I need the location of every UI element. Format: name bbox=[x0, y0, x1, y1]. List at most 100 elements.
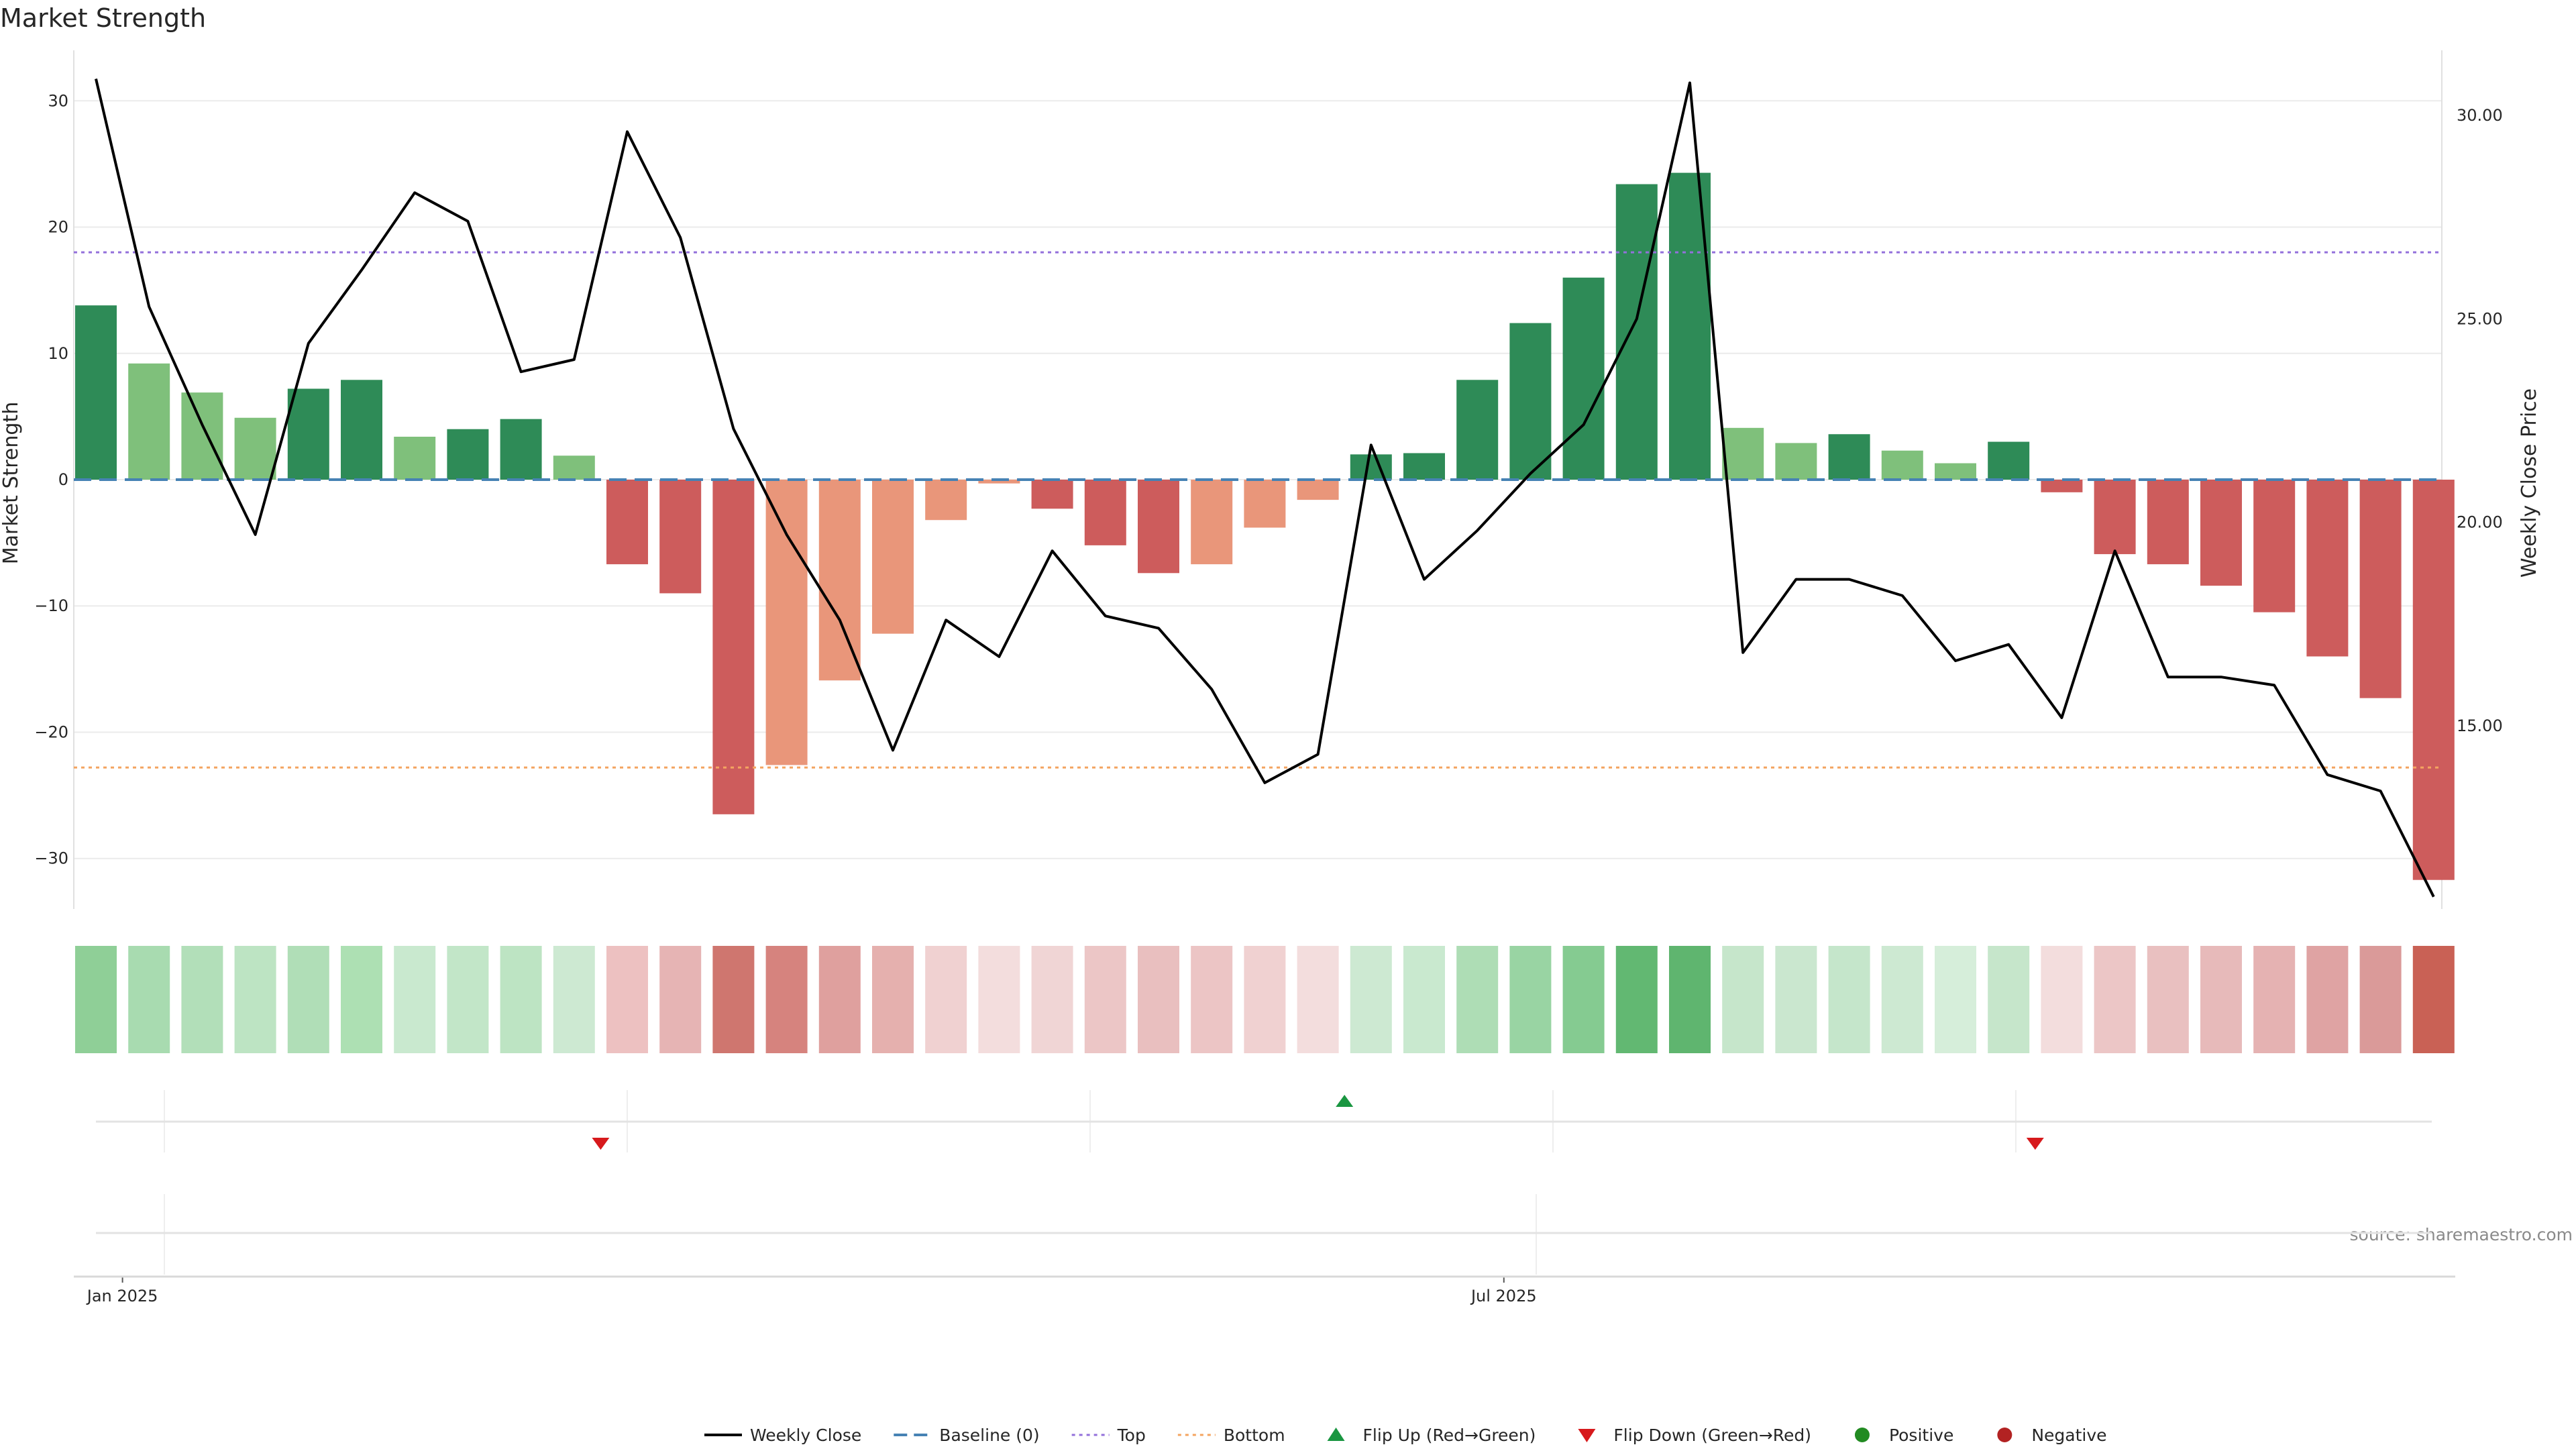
heat-cell-15 bbox=[872, 946, 914, 1053]
strength-bar-32 bbox=[1775, 443, 1817, 480]
strength-bar-30 bbox=[1669, 172, 1711, 480]
heat-cell-7 bbox=[447, 946, 489, 1053]
x-tick-label-0: Jan 2025 bbox=[86, 1287, 158, 1305]
strength-bar-2 bbox=[181, 392, 223, 480]
flip-down-marker-2 bbox=[2026, 1138, 2044, 1150]
strength-bar-3 bbox=[234, 417, 276, 480]
chart-title: Market Strength bbox=[0, 3, 206, 33]
strength-bar-5 bbox=[341, 380, 382, 480]
heat-cell-17 bbox=[978, 946, 1020, 1053]
x-tick-label-1: Jul 2025 bbox=[1470, 1287, 1537, 1305]
heat-cell-14 bbox=[818, 946, 861, 1053]
strength-bar-9 bbox=[553, 455, 595, 480]
strength-bar-26 bbox=[1456, 380, 1499, 480]
strength-bar-34 bbox=[1881, 450, 1923, 480]
strength-bar-35 bbox=[1935, 463, 1976, 480]
heat-cell-42 bbox=[2306, 946, 2349, 1053]
heat-cell-0 bbox=[75, 946, 117, 1053]
heat-cell-41 bbox=[2253, 946, 2296, 1053]
y2-tick-label-3: 15.00 bbox=[2457, 716, 2503, 735]
heat-cell-9 bbox=[553, 946, 595, 1053]
axis-ticks: 30 20 10 0 −10 −20 −30 30.00 25.00 20.00 15.00 Jan … bbox=[34, 91, 2502, 1305]
strength-bar-43 bbox=[2359, 480, 2402, 698]
heat-cell-1 bbox=[128, 946, 170, 1053]
strength-bar-28 bbox=[1562, 277, 1605, 480]
legend-label-flip-up: Flip Up (Red→Green) bbox=[1363, 1426, 1536, 1445]
strength-bar-27 bbox=[1509, 323, 1552, 480]
heat-cell-38 bbox=[2094, 946, 2136, 1053]
legend-label-close: Weekly Close bbox=[750, 1426, 861, 1445]
strength-bar-41 bbox=[2253, 480, 2296, 612]
strength-bar-16 bbox=[925, 480, 967, 521]
legend-mark-flip-up bbox=[1327, 1428, 1345, 1441]
heat-cell-6 bbox=[394, 946, 436, 1053]
weekly-close-line bbox=[95, 78, 2435, 898]
strength-bar-22 bbox=[1244, 480, 1286, 528]
y-tick-label-2: 10 bbox=[48, 344, 68, 363]
legend-mark-negative bbox=[1997, 1428, 2012, 1442]
strength-bar-10 bbox=[606, 480, 648, 565]
reference-lines bbox=[74, 251, 2442, 769]
y-tick-label-4: −10 bbox=[34, 596, 68, 615]
strength-bar-21 bbox=[1191, 480, 1233, 565]
legend-label-bottom: Bottom bbox=[1224, 1426, 1285, 1445]
strength-bar-12 bbox=[712, 480, 755, 814]
strength-bar-15 bbox=[872, 480, 914, 634]
y-tick-label-1: 20 bbox=[48, 218, 68, 237]
heat-cell-30 bbox=[1669, 946, 1711, 1053]
y2-axis-title: Weekly Close Price bbox=[2518, 388, 2541, 578]
legend-label-baseline: Baseline (0) bbox=[939, 1426, 1039, 1445]
legend-mark-flip-down bbox=[1578, 1429, 1596, 1442]
heat-cell-39 bbox=[2147, 946, 2189, 1053]
heat-cell-10 bbox=[606, 946, 648, 1053]
strength-bar-14 bbox=[818, 480, 861, 681]
legend: Weekly Close Baseline (0) Top Bottom Flip Up… bbox=[704, 1426, 2107, 1445]
strength-bar-19 bbox=[1084, 480, 1126, 545]
strength-bar-23 bbox=[1297, 480, 1339, 500]
heat-cell-36 bbox=[1988, 946, 2030, 1053]
heat-cell-25 bbox=[1403, 946, 1445, 1053]
heat-cell-34 bbox=[1881, 946, 1923, 1053]
strength-bar-44 bbox=[2412, 480, 2455, 880]
heat-cell-3 bbox=[234, 946, 276, 1053]
heat-cell-28 bbox=[1562, 946, 1605, 1053]
strength-bar-6 bbox=[394, 437, 436, 480]
strength-bar-40 bbox=[2200, 480, 2242, 586]
heat-cell-8 bbox=[500, 946, 542, 1053]
strength-bar-38 bbox=[2094, 480, 2136, 555]
legend-label-flip-down: Flip Down (Green→Red) bbox=[1613, 1426, 1811, 1445]
heat-cell-44 bbox=[2412, 946, 2455, 1053]
strength-bar-31 bbox=[1722, 427, 1764, 480]
heat-cell-26 bbox=[1456, 946, 1499, 1053]
legend-label-negative: Negative bbox=[2031, 1426, 2106, 1445]
source-note: source: sharemaestro.com bbox=[2350, 1225, 2573, 1244]
strength-bar-0 bbox=[75, 305, 117, 480]
strength-bar-39 bbox=[2147, 480, 2189, 565]
heat-cell-21 bbox=[1191, 946, 1233, 1053]
heat-cell-27 bbox=[1509, 946, 1552, 1053]
weekly-close-line-layer bbox=[95, 78, 2435, 898]
legend-mark-positive bbox=[1854, 1428, 1870, 1442]
y-tick-label-6: −30 bbox=[34, 849, 68, 868]
heat-cell-24 bbox=[1350, 946, 1392, 1053]
strength-bar-25 bbox=[1403, 453, 1445, 480]
strength-bar-4 bbox=[287, 388, 329, 480]
heat-cell-22 bbox=[1244, 946, 1286, 1053]
heat-cell-20 bbox=[1138, 946, 1179, 1053]
heat-cell-12 bbox=[712, 946, 755, 1053]
legend-label-positive: Positive bbox=[1889, 1426, 1953, 1445]
strength-bar-36 bbox=[1988, 441, 2030, 480]
strength-bar-24 bbox=[1350, 454, 1392, 480]
heat-cell-4 bbox=[287, 946, 329, 1053]
heat-cell-13 bbox=[765, 946, 808, 1053]
strength-bar-29 bbox=[1615, 184, 1658, 480]
legend-label-top: Top bbox=[1117, 1426, 1146, 1445]
strength-bar-20 bbox=[1138, 480, 1179, 574]
y-axis-title: Market Strength bbox=[0, 402, 23, 564]
y2-tick-label-2: 20.00 bbox=[2457, 513, 2503, 532]
heat-cell-23 bbox=[1297, 946, 1339, 1053]
heat-cell-29 bbox=[1615, 946, 1658, 1053]
heat-cell-11 bbox=[659, 946, 702, 1053]
strength-bar-13 bbox=[765, 480, 808, 765]
